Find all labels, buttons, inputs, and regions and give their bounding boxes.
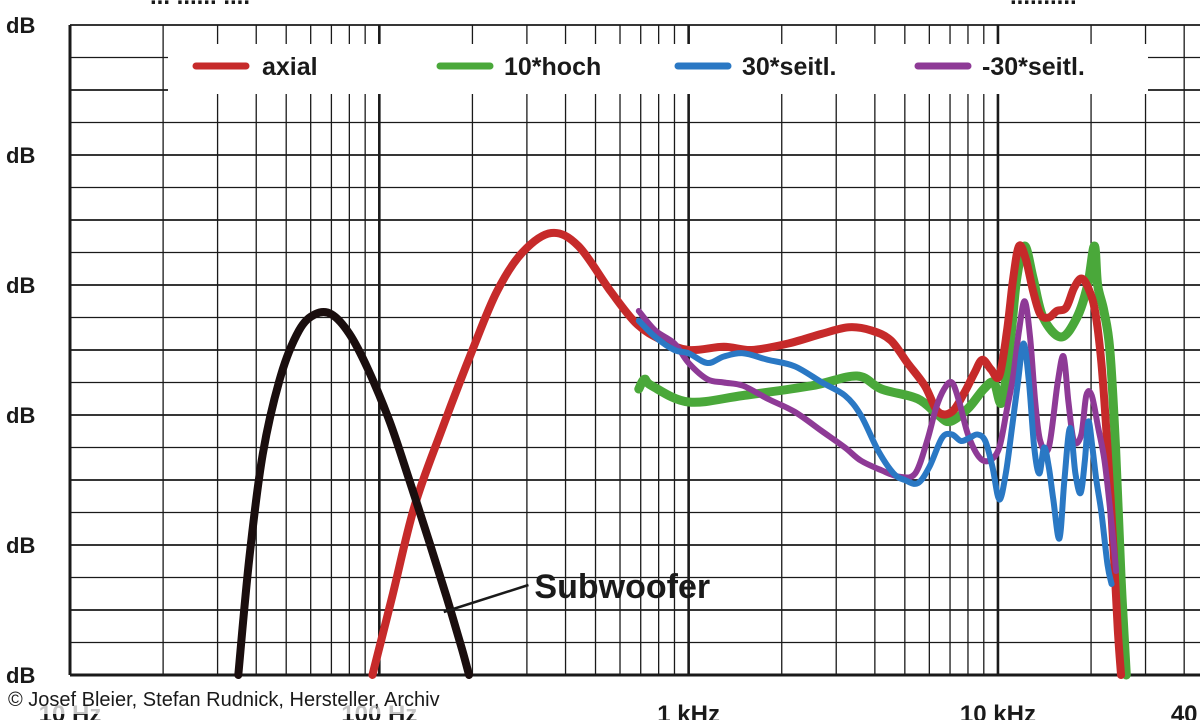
x-tick-label: 10 kHz (960, 701, 1036, 720)
subwoofer-annotation: Subwoofer (534, 568, 710, 606)
x-tick-label: 40 (1171, 701, 1198, 720)
chart-title-right: .......... (1010, 0, 1077, 10)
legend-label-minus-30-seitl: -30*seitl. (982, 53, 1085, 81)
y-tick-label: dB (6, 403, 35, 428)
series-line-axial (368, 228, 1126, 679)
legend-item-minus-30-seitl: -30*seitl. (914, 53, 1085, 81)
legend-label-30-seitl: 30*seitl. (742, 53, 837, 81)
y-tick-label: dB (6, 273, 35, 298)
legend-label-10-hoch: 10*hoch (504, 53, 601, 81)
chart-title-left: ... ...... .... (150, 0, 250, 10)
legend-label-axial: axial (262, 53, 318, 81)
series-line-30-seitl (635, 317, 1115, 587)
subwoofer-annotation-pointer (443, 583, 529, 614)
legend-item-10-hoch: 10*hoch (436, 53, 601, 81)
y-axis-ticks: dB dB dB dB dB dB (6, 13, 35, 688)
legend-background (168, 44, 1148, 94)
credit-background (0, 684, 500, 714)
series-line-subwoofer (234, 308, 474, 679)
series-line-10-hoch (634, 241, 1131, 680)
image-credit: © Josef Bleier, Stefan Rudnick, Herstell… (8, 689, 440, 711)
chart-annotations: Subwoofer (443, 568, 710, 614)
y-tick-label: dB (6, 533, 35, 558)
chart-legend: axial 10*hoch 30*seitl. -30*seitl. (168, 44, 1148, 94)
y-tick-label: dB (6, 13, 35, 38)
y-tick-label: dB (6, 663, 35, 688)
chart-series-group (234, 228, 1131, 680)
x-tick-label: 1 kHz (657, 701, 720, 720)
y-tick-label: dB (6, 143, 35, 168)
legend-item-axial: axial (192, 53, 318, 81)
legend-item-30-seitl: 30*seitl. (674, 53, 837, 81)
